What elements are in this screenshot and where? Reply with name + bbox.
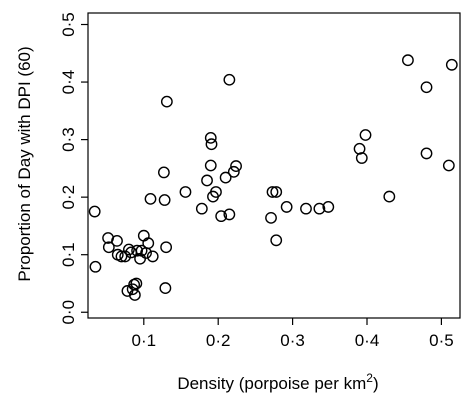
data-point xyxy=(146,250,159,263)
data-point xyxy=(223,73,236,86)
data-points xyxy=(88,54,458,301)
y-tick-label: 0·4 xyxy=(59,70,78,95)
data-point xyxy=(445,58,458,71)
data-point xyxy=(383,190,396,203)
y-tick-label: 0·1 xyxy=(59,242,78,267)
data-point xyxy=(142,237,155,250)
data-point xyxy=(359,129,372,141)
plot-frame xyxy=(87,12,461,319)
data-point xyxy=(230,160,242,172)
data-point xyxy=(159,282,172,294)
x-tick-label: 0·1 xyxy=(132,331,157,350)
data-point xyxy=(420,81,433,94)
data-point xyxy=(160,95,173,108)
x-tick-label: 0·3 xyxy=(280,331,305,350)
data-point xyxy=(402,54,414,67)
data-point xyxy=(119,250,132,263)
data-point xyxy=(102,241,115,254)
data-point xyxy=(123,243,135,256)
data-point xyxy=(420,147,433,160)
x-tick-label: 0·5 xyxy=(429,331,454,350)
y-tick-label: 0·3 xyxy=(59,127,78,152)
data-point xyxy=(205,138,218,151)
data-point xyxy=(270,186,283,198)
data-point xyxy=(157,166,170,179)
y-tick-label: 0·2 xyxy=(59,185,78,210)
data-point xyxy=(280,201,293,213)
data-point xyxy=(204,131,217,144)
data-point xyxy=(300,202,312,215)
data-point xyxy=(131,244,144,257)
data-point xyxy=(144,192,157,205)
y-tick-label: 0·0 xyxy=(59,300,78,325)
data-point xyxy=(201,174,213,187)
data-point xyxy=(130,277,143,290)
data-point xyxy=(355,152,368,164)
data-point xyxy=(126,283,139,296)
x-axis-title-end: ) xyxy=(373,374,379,393)
x-axis-title-superscript: 2 xyxy=(366,371,373,385)
plot-box xyxy=(87,12,461,319)
x-tick-label: 0·2 xyxy=(206,331,231,350)
data-point xyxy=(322,201,335,213)
data-point xyxy=(179,186,192,198)
data-point xyxy=(227,165,240,178)
x-tick-label: 0·4 xyxy=(355,331,380,350)
data-point xyxy=(111,234,123,247)
data-point xyxy=(160,241,173,254)
data-point xyxy=(89,260,102,273)
data-point xyxy=(313,202,326,215)
data-point xyxy=(270,234,283,247)
y-axis-title: Proportion of Day with DPI (60) xyxy=(15,46,34,281)
y-tick-label: 0·5 xyxy=(59,12,78,37)
data-point xyxy=(88,205,101,218)
x-axis: 0·1 0·2 0·3 0·4 0·5 xyxy=(132,318,454,350)
data-point xyxy=(128,289,141,301)
data-point xyxy=(215,210,228,223)
data-point xyxy=(210,186,222,198)
data-point xyxy=(195,202,208,215)
data-point xyxy=(219,171,232,184)
data-point xyxy=(266,186,279,198)
data-point xyxy=(223,208,236,221)
data-point xyxy=(265,211,277,224)
data-point xyxy=(442,159,455,172)
y-axis: 0·0 0·1 0·2 0·3 0·4 0·5 xyxy=(59,12,88,325)
data-point xyxy=(115,250,128,263)
data-point xyxy=(158,194,171,206)
x-axis-title: Density (porpoise per km2) xyxy=(177,371,378,393)
data-point xyxy=(204,159,217,172)
